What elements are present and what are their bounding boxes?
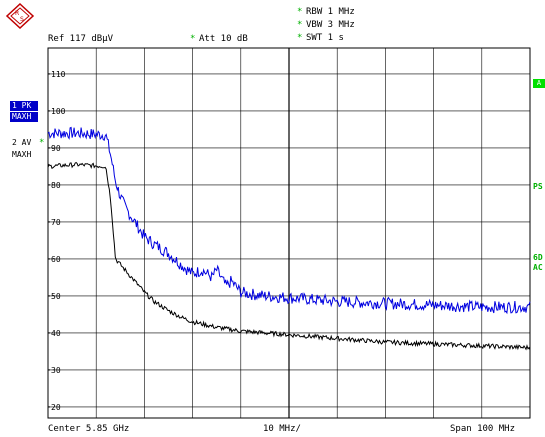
trace-1-pk <box>47 126 531 315</box>
trace2-mode: MAXH <box>12 150 32 159</box>
trace1-mode: MAXH <box>10 112 38 122</box>
trace1-label: 1 PK <box>10 101 38 111</box>
rbw-marker: * <box>297 7 303 17</box>
traces <box>47 126 531 351</box>
center-frequency: Center 5.85 GHz <box>48 424 130 434</box>
y-tick-label: 100 <box>51 107 66 116</box>
y-tick-label: 70 <box>51 218 61 227</box>
span-setting: Span 100 MHz <box>450 424 516 434</box>
status-ac: AC <box>533 263 543 272</box>
svg-text:R: R <box>15 10 19 17</box>
y-tick-labels: 110 100 90 80 70 60 50 40 30 20 <box>48 70 66 412</box>
trace-2-av <box>47 161 531 351</box>
y-tick-label: 40 <box>51 329 61 338</box>
trace2-label: 2 AV <box>12 138 32 147</box>
y-tick-label: 60 <box>51 255 61 264</box>
y-tick-label: 30 <box>51 366 61 375</box>
y-tick-label: 90 <box>51 144 61 153</box>
att-marker: * <box>190 34 196 44</box>
vbw-marker: * <box>297 20 303 30</box>
status-a-box: A <box>533 79 545 88</box>
vbw-setting: VBW 3 MHz <box>306 20 355 30</box>
status-6d: 6D <box>533 253 543 262</box>
svg-text:S: S <box>20 16 24 23</box>
y-tick-label: 80 <box>51 181 61 190</box>
y-tick-label: 110 <box>51 70 66 79</box>
swt-setting: SWT 1 s <box>306 33 344 43</box>
division-setting: 10 MHz/ <box>263 424 301 434</box>
rbw-setting: RBW 1 MHz <box>306 7 355 17</box>
status-ps: PS <box>533 182 543 191</box>
reference-level: Ref 117 dBµV <box>48 34 114 44</box>
y-tick-label: 20 <box>51 403 61 412</box>
trace2-marker: * <box>39 138 45 148</box>
attenuation-setting: Att 10 dB <box>199 34 248 44</box>
plot-grid <box>47 47 531 419</box>
swt-marker: * <box>297 33 303 43</box>
y-tick-label: 50 <box>51 292 61 301</box>
rohde-schwarz-logo: R S <box>5 3 35 29</box>
